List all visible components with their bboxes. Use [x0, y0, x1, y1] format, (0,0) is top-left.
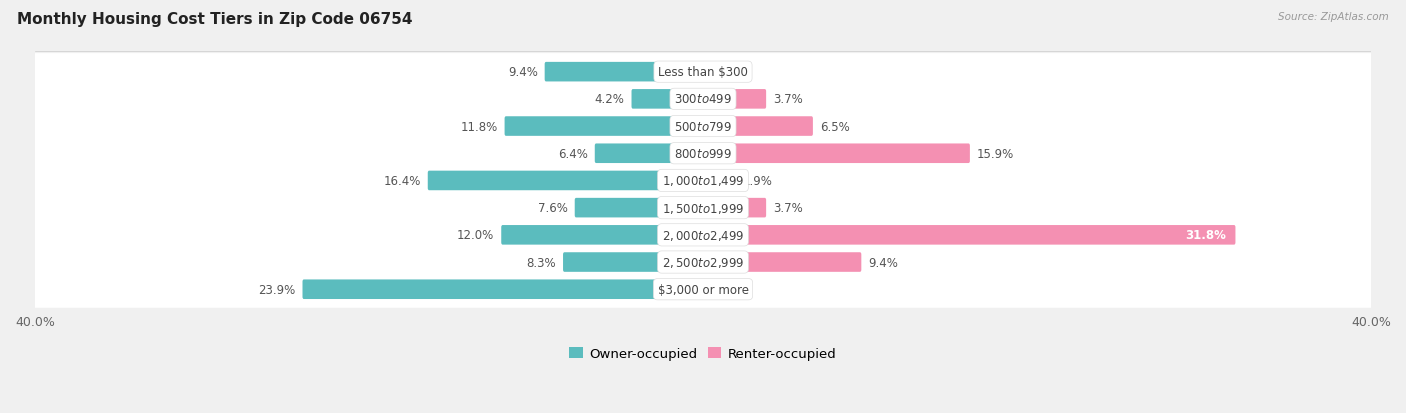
- FancyBboxPatch shape: [702, 117, 813, 137]
- FancyBboxPatch shape: [595, 144, 704, 164]
- FancyBboxPatch shape: [702, 253, 862, 272]
- FancyBboxPatch shape: [302, 280, 704, 299]
- Text: $2,000 to $2,499: $2,000 to $2,499: [662, 228, 744, 242]
- Text: $300 to $499: $300 to $499: [673, 93, 733, 106]
- FancyBboxPatch shape: [32, 190, 1374, 227]
- Text: 0.0%: 0.0%: [711, 283, 741, 296]
- Text: 9.4%: 9.4%: [869, 256, 898, 269]
- Legend: Owner-occupied, Renter-occupied: Owner-occupied, Renter-occupied: [569, 347, 837, 360]
- FancyBboxPatch shape: [544, 63, 704, 82]
- Text: 0.0%: 0.0%: [711, 66, 741, 79]
- FancyBboxPatch shape: [702, 144, 970, 164]
- FancyBboxPatch shape: [631, 90, 704, 109]
- Text: 23.9%: 23.9%: [259, 283, 295, 296]
- FancyBboxPatch shape: [32, 271, 1374, 308]
- FancyBboxPatch shape: [32, 81, 1374, 118]
- Text: 15.9%: 15.9%: [977, 147, 1014, 160]
- FancyBboxPatch shape: [702, 171, 737, 191]
- FancyBboxPatch shape: [502, 225, 704, 245]
- Text: 6.5%: 6.5%: [820, 120, 849, 133]
- Text: 7.6%: 7.6%: [538, 202, 568, 215]
- Text: $1,000 to $1,499: $1,000 to $1,499: [662, 174, 744, 188]
- Text: 9.4%: 9.4%: [508, 66, 537, 79]
- Text: Less than $300: Less than $300: [658, 66, 748, 79]
- Text: Monthly Housing Cost Tiers in Zip Code 06754: Monthly Housing Cost Tiers in Zip Code 0…: [17, 12, 412, 27]
- FancyBboxPatch shape: [32, 108, 1374, 145]
- FancyBboxPatch shape: [702, 90, 766, 109]
- Text: $800 to $999: $800 to $999: [673, 147, 733, 160]
- Text: 4.2%: 4.2%: [595, 93, 624, 106]
- FancyBboxPatch shape: [575, 198, 704, 218]
- Text: Source: ZipAtlas.com: Source: ZipAtlas.com: [1278, 12, 1389, 22]
- Text: 16.4%: 16.4%: [384, 175, 420, 188]
- Text: 6.4%: 6.4%: [558, 147, 588, 160]
- FancyBboxPatch shape: [32, 217, 1374, 254]
- FancyBboxPatch shape: [32, 135, 1374, 172]
- FancyBboxPatch shape: [427, 171, 704, 191]
- FancyBboxPatch shape: [505, 117, 704, 137]
- Text: 1.9%: 1.9%: [744, 175, 773, 188]
- FancyBboxPatch shape: [562, 253, 704, 272]
- Text: $500 to $799: $500 to $799: [673, 120, 733, 133]
- Text: 3.7%: 3.7%: [773, 93, 803, 106]
- FancyBboxPatch shape: [32, 162, 1374, 199]
- Text: 8.3%: 8.3%: [526, 256, 555, 269]
- Text: $2,500 to $2,999: $2,500 to $2,999: [662, 255, 744, 269]
- FancyBboxPatch shape: [32, 244, 1374, 281]
- Text: 11.8%: 11.8%: [460, 120, 498, 133]
- FancyBboxPatch shape: [702, 198, 766, 218]
- Text: 31.8%: 31.8%: [1185, 229, 1226, 242]
- Text: 3.7%: 3.7%: [773, 202, 803, 215]
- Text: $3,000 or more: $3,000 or more: [658, 283, 748, 296]
- Text: 12.0%: 12.0%: [457, 229, 495, 242]
- Text: $1,500 to $1,999: $1,500 to $1,999: [662, 201, 744, 215]
- FancyBboxPatch shape: [702, 225, 1236, 245]
- FancyBboxPatch shape: [32, 54, 1374, 91]
